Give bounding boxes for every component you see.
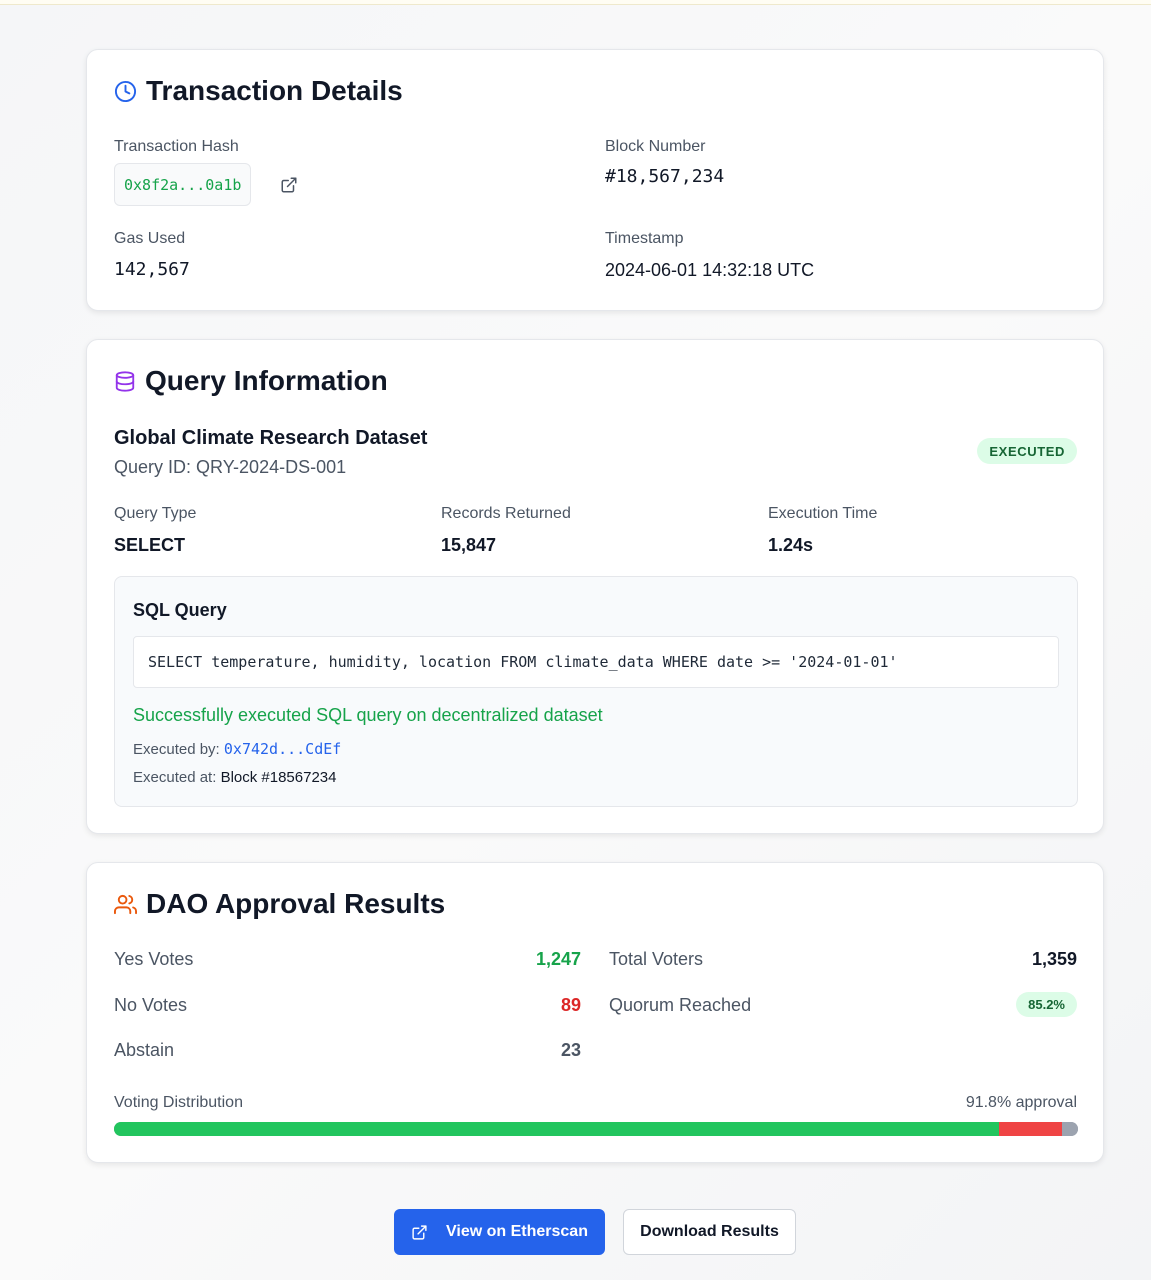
executed-by-row: Executed by: 0x742d...CdEf (133, 740, 341, 758)
download-results-label: Download Results (640, 1223, 779, 1240)
yes-votes-value: 1,247 (535, 949, 581, 969)
execution-time-label: Execution Time (768, 505, 878, 522)
download-results-button[interactable]: Download Results (623, 1209, 796, 1255)
query-information-heading: Query Information (114, 365, 388, 397)
yes-votes-label: Yes Votes (114, 949, 194, 969)
gas-used-value: 142,567 (114, 259, 190, 280)
sql-query-panel: SQL Query SELECT temperature, humidity, … (114, 576, 1078, 807)
no-segment (998, 1122, 1062, 1136)
executed-at-label: Executed at: (133, 769, 217, 786)
transaction-details-card: Transaction Details Transaction Hash 0x8… (86, 49, 1104, 311)
dataset-name: Global Climate Research Dataset (114, 427, 428, 449)
voting-distribution-bar (114, 1122, 1078, 1136)
timestamp-label: Timestamp (605, 230, 684, 247)
records-returned-label: Records Returned (441, 505, 571, 522)
transaction-hash-label: Transaction Hash (114, 138, 239, 155)
abstain-label: Abstain (114, 1040, 175, 1060)
abstain-value: 23 (560, 1040, 581, 1060)
block-number-value: #18,567,234 (605, 166, 725, 187)
quorum-reached-label: Quorum Reached (609, 995, 752, 1015)
status-badge: EXECUTED (977, 438, 1077, 464)
query-information-card: Query Information Global Climate Researc… (86, 339, 1104, 834)
success-message: Successfully executed SQL query on decen… (133, 705, 603, 725)
executed-by-address: 0x742d...CdEf (223, 740, 342, 758)
transaction-hash-value: 0x8f2a...0a1b (114, 163, 252, 206)
external-link-icon (412, 1224, 427, 1240)
approval-percentage: 91.8% approval (965, 1094, 1077, 1111)
users-icon (114, 894, 137, 914)
query-information-title: Query Information (145, 365, 388, 396)
no-votes-value: 89 (560, 995, 581, 1015)
transaction-details-title: Transaction Details (146, 75, 403, 106)
executed-at-value: Block #18567234 (220, 769, 337, 786)
query-id: Query ID: QRY-2024-DS-001 (114, 457, 347, 477)
records-returned-value: 15,847 (441, 535, 497, 555)
voting-distribution-label: Voting Distribution (114, 1094, 243, 1111)
executed-at-row: Executed at: Block #18567234 (133, 769, 337, 786)
top-banner-strip (0, 0, 1151, 5)
execution-time-value: 1.24s (768, 535, 814, 555)
sql-query-code: SELECT temperature, humidity, location F… (133, 636, 1059, 688)
yes-segment (114, 1122, 999, 1136)
no-votes-label: No Votes (114, 995, 188, 1015)
view-on-etherscan-label: View on Etherscan (446, 1223, 588, 1240)
query-type-value: SELECT (114, 535, 186, 555)
transaction-details-heading: Transaction Details (114, 75, 403, 107)
database-icon (115, 370, 135, 392)
dao-approval-card: DAO Approval Results Yes Votes 1,247 No … (86, 862, 1104, 1163)
clock-icon (114, 80, 137, 102)
timestamp-value: 2024-06-01 14:32:18 UTC (605, 260, 815, 280)
dao-approval-heading: DAO Approval Results (114, 888, 445, 920)
view-on-etherscan-button[interactable]: View on Etherscan (394, 1209, 605, 1255)
gas-used-label: Gas Used (114, 230, 186, 247)
block-number-label: Block Number (605, 138, 706, 155)
executed-by-label: Executed by: (133, 741, 220, 758)
sql-query-title: SQL Query (133, 600, 227, 620)
total-voters-value: 1,359 (1031, 949, 1077, 969)
external-link-icon[interactable] (280, 176, 298, 194)
dao-approval-title: DAO Approval Results (146, 888, 446, 919)
total-voters-label: Total Voters (609, 949, 704, 969)
quorum-badge: 85.2% (1016, 992, 1077, 1017)
query-type-label: Query Type (114, 505, 197, 522)
abstain-segment (1061, 1122, 1078, 1136)
